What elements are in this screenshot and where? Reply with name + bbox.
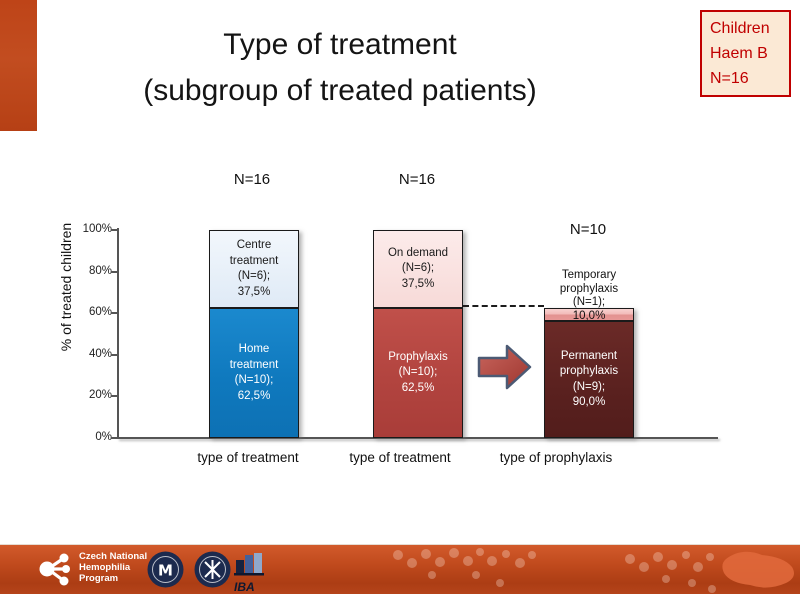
y-tick-0: 0% <box>95 431 112 443</box>
y-tick-60: 60% <box>88 306 112 318</box>
n-label-bar-1: N=16 <box>233 171 271 188</box>
segment-on-demand: On demand (N=6); 37,5% <box>373 230 463 308</box>
molecule-pattern-decoration <box>393 548 794 593</box>
segment-label-line: (N=1); <box>572 296 606 308</box>
bar-type-of-prophylaxis: Permanent prophylaxis (N=9); 90,0% <box>544 308 634 438</box>
title-line-1: Type of treatment <box>223 28 457 61</box>
y-tickmark <box>111 395 118 397</box>
iba-label: IBA <box>234 580 255 594</box>
y-tick-100: 100% <box>82 223 112 235</box>
transition-arrow-icon <box>476 339 534 400</box>
segment-label-line: 10,0% <box>572 309 606 322</box>
info-box-line-2: Haem B <box>710 45 768 62</box>
iba-bars-icon <box>234 553 264 576</box>
segment-label-line: treatment <box>229 358 279 371</box>
segment-label-line: Permanent <box>560 349 618 362</box>
cnhp-molecule-icon <box>39 553 70 586</box>
y-tickmark <box>111 312 118 314</box>
cnhp-logo-text: Czech National Hemophilia Program <box>79 551 147 584</box>
title-line-2: (subgroup of treated patients) <box>143 74 537 107</box>
medical-faculty-seal-icon <box>194 551 231 588</box>
segment-label-line: prophylaxis <box>559 365 619 377</box>
info-box-line-3: N=16 <box>710 70 749 87</box>
segment-label-line: (N=10); <box>234 374 274 386</box>
temporary-prophylaxis-label: Temporary prophylaxis (N=1); 10,0% <box>545 269 633 323</box>
segment-label-line: 37,5% <box>237 285 271 298</box>
n-label-bar-3: N=10 <box>569 221 607 238</box>
iba-logo: IBA <box>234 552 268 593</box>
y-axis-line <box>117 228 119 438</box>
y-tick-80: 80% <box>88 265 112 277</box>
footer-bar: Czech National Hemophilia Program M <box>0 544 800 594</box>
segment-label-line: Centre <box>236 239 272 251</box>
y-tick-20: 20% <box>88 389 112 401</box>
dashed-guide-line <box>463 305 544 307</box>
cnhp-line-2: Hemophilia <box>79 562 131 573</box>
segment-label-line: 62,5% <box>237 389 271 402</box>
n-label-bar-2: N=16 <box>398 171 436 188</box>
y-tickmark <box>111 229 118 231</box>
segment-label-line: (N=6); <box>401 262 435 275</box>
svg-text:M: M <box>158 562 173 580</box>
y-tickmark <box>111 271 118 273</box>
left-accent-bar <box>0 0 37 131</box>
x-label-1: type of treatment <box>197 450 299 465</box>
segment-label-line: prophylaxis <box>559 282 619 295</box>
segment-label-line: Home <box>238 343 270 355</box>
info-box: Children Haem B N=16 <box>700 10 791 97</box>
cnhp-line-3: Program <box>79 573 119 584</box>
segment-label-line: 37,5% <box>401 277 435 290</box>
x-label-2: type of treatment <box>349 450 451 465</box>
czech-map-decoration <box>722 551 794 588</box>
segment-label-line: (N=9); <box>572 380 606 393</box>
segment-temporary-prophylaxis <box>544 308 634 321</box>
segment-prophylaxis: Prophylaxis (N=10); 62,5% <box>373 308 463 438</box>
y-tickmark <box>111 437 118 439</box>
bar-type-of-treatment-2: Prophylaxis (N=10); 62,5% On demand (N=6… <box>373 230 463 438</box>
y-tick-40: 40% <box>88 348 112 360</box>
bar-type-of-treatment-1: Home treatment (N=10); 62,5% Centre trea… <box>209 230 299 438</box>
y-axis-title: % of treated children <box>58 222 74 352</box>
segment-label-line: Prophylaxis <box>388 350 448 363</box>
segment-label-line: (N=10); <box>398 366 438 379</box>
segment-label-line: 62,5% <box>401 381 435 394</box>
y-tickmark <box>111 354 118 356</box>
info-box-line-1: Children <box>710 20 770 37</box>
segment-label-line: (N=6); <box>237 270 271 282</box>
segment-label-line: Temporary <box>561 269 617 281</box>
segment-home-treatment: Home treatment (N=10); 62,5% <box>209 308 299 438</box>
x-label-3: type of prophylaxis <box>499 450 613 465</box>
cnhp-line-1: Czech National <box>79 551 148 562</box>
segment-label-line: 90,0% <box>572 396 606 408</box>
segment-label-line: On demand <box>387 246 449 259</box>
segment-label-line: treatment <box>229 254 279 267</box>
segment-permanent-prophylaxis: Permanent prophylaxis (N=9); 90,0% <box>544 321 634 438</box>
segment-centre-treatment: Centre treatment (N=6); 37,5% <box>209 230 299 308</box>
masaryk-university-seal-icon: M <box>147 551 184 588</box>
x-axis-line <box>117 437 718 439</box>
slide-title: Type of treatment (subgroup of treated p… <box>60 22 620 114</box>
